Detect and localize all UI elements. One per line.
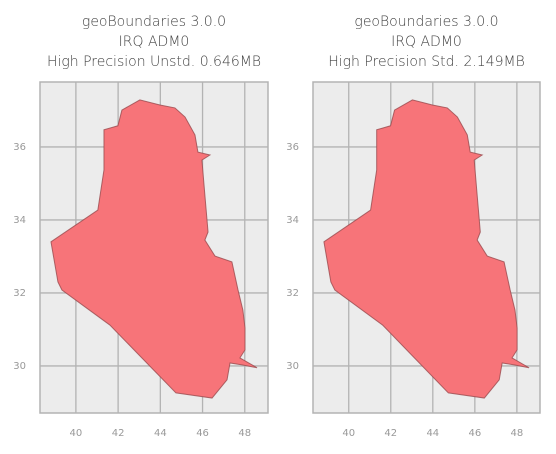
x-tick-label: 42 [112, 428, 125, 439]
region-shape [323, 99, 530, 399]
y-tick-label: 32 [286, 288, 299, 299]
plot-frame [39, 81, 269, 414]
x-tick-label: 40 [342, 428, 355, 439]
y-tick-label: 30 [286, 361, 299, 372]
x-tick-label: 44 [426, 428, 439, 439]
y-tick-label: 34 [286, 215, 299, 226]
y-tick-label: 34 [13, 215, 26, 226]
x-tick-label: 42 [384, 428, 397, 439]
x-tick-label: 48 [511, 428, 524, 439]
x-tick-label: 48 [238, 428, 251, 439]
y-tick-label: 36 [286, 142, 299, 153]
y-tick-label: 32 [13, 288, 26, 299]
x-tick-label: 46 [468, 428, 481, 439]
y-tick-label: 30 [13, 361, 26, 372]
x-tick-label: 46 [196, 428, 209, 439]
region-shape [50, 99, 258, 399]
chart-title: geoBoundaries 3.0.0 [82, 14, 226, 30]
chart-title: High Precision Unstd. 0.646MB [47, 54, 261, 70]
chart-title: IRQ ADM0 [119, 34, 190, 50]
chart-title: High Precision Std. 2.149MB [328, 54, 525, 70]
chart-title: IRQ ADM0 [391, 34, 462, 50]
chart-title: geoBoundaries 3.0.0 [354, 14, 498, 30]
x-tick-label: 40 [70, 428, 83, 439]
x-tick-label: 44 [154, 428, 167, 439]
plot-frame [312, 81, 541, 414]
y-tick-label: 36 [13, 142, 26, 153]
